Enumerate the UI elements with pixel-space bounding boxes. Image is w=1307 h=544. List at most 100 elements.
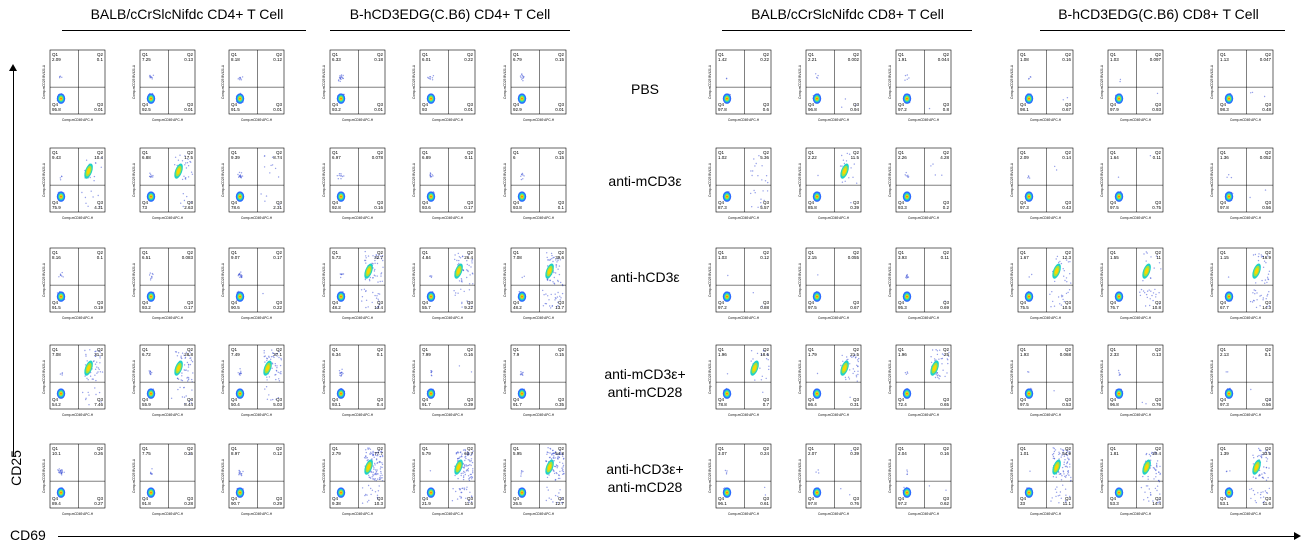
quadrant-value: 0.6	[763, 107, 770, 112]
quadrant-label: Q2	[276, 150, 283, 155]
density-core	[1228, 97, 1230, 100]
event-dot	[81, 191, 83, 194]
density-cluster	[176, 168, 181, 175]
quadrant-label: Q1	[422, 150, 429, 155]
event-dot	[365, 262, 367, 264]
quadrant-value: 0.13	[184, 57, 193, 62]
panel-y-axis-label: Comp-mCD25 BV421-A	[322, 262, 326, 297]
event-dot	[238, 171, 241, 174]
event-dot	[84, 196, 87, 199]
quadrant-value: 2.63	[184, 205, 193, 210]
event-dot	[59, 76, 61, 78]
quadrant-value: 93.3	[898, 205, 907, 210]
quadrant-label: Q2	[1065, 52, 1072, 57]
event-dot	[264, 155, 266, 157]
event-dot	[904, 174, 906, 176]
event-dot	[520, 178, 523, 181]
event-dot	[1149, 155, 1152, 157]
event-dot	[365, 299, 368, 301]
quadrant-value: 0.01	[184, 107, 193, 112]
event-dot	[841, 154, 843, 157]
event-dot	[379, 280, 381, 283]
density-core	[430, 195, 432, 198]
event-dot	[183, 199, 186, 202]
quadrant-value: 0.8	[943, 107, 950, 112]
event-dot	[460, 278, 463, 280]
event-dot	[468, 302, 471, 304]
panel-y-axis-label: Comp-mCD25 BV421-A	[132, 162, 136, 197]
panel-y-axis-label: Comp-mCD25 BV421-A	[412, 262, 416, 297]
event-dot	[59, 273, 62, 275]
event-dot	[373, 274, 375, 276]
event-dot	[522, 174, 524, 176]
event-dot	[751, 174, 753, 177]
panel-x-axis-label: Comp-mCD69 APC-H	[241, 216, 273, 220]
event-dot	[365, 290, 367, 292]
density-core	[726, 195, 728, 198]
event-dot	[368, 278, 371, 281]
quadrant-label: Q3	[1265, 102, 1272, 107]
event-dot	[93, 180, 95, 182]
event-dot	[904, 79, 906, 81]
quadrant-value: 0.15	[555, 155, 564, 160]
quadrant-label: Q2	[853, 150, 860, 155]
event-dot	[429, 275, 432, 277]
event-dot	[342, 273, 345, 275]
event-dot	[374, 262, 376, 264]
panel-x-axis-label: Comp-mCD69 APC-H	[1230, 118, 1262, 122]
event-dot	[237, 78, 239, 80]
quadrant-label: Q4	[513, 102, 520, 107]
event-dot	[265, 195, 268, 197]
panel-x-axis-label: Comp-mCD69 APC-H	[818, 216, 850, 220]
density-core	[521, 195, 523, 198]
quadrant-label: Q3	[377, 200, 384, 205]
event-dot	[151, 76, 153, 79]
event-dot	[841, 106, 843, 108]
quadrant-label: Q4	[332, 300, 339, 305]
panel-x-axis-label: Comp-mCD69 APC-H	[152, 316, 184, 320]
event-dot	[559, 295, 561, 297]
event-dot	[1119, 80, 1121, 83]
quadrant-label: Q1	[1220, 52, 1227, 57]
event-dot	[754, 165, 756, 167]
density-core	[239, 295, 241, 298]
event-dot	[263, 166, 266, 168]
quadrant-value: 97.2	[898, 107, 907, 112]
event-dot	[149, 74, 151, 77]
event-dot	[100, 157, 103, 159]
event-dot	[466, 300, 468, 302]
event-dot	[430, 276, 433, 279]
quadrant-label: Q2	[853, 52, 860, 57]
event-dot	[934, 174, 936, 176]
quadrant-label: Q2	[558, 52, 565, 57]
quadrant-label: Q4	[231, 200, 238, 205]
event-dot	[1249, 196, 1251, 199]
event-dot	[279, 204, 281, 206]
density-cluster	[842, 168, 847, 175]
event-dot	[1029, 76, 1032, 78]
event-dot	[378, 293, 381, 295]
event-dot	[367, 255, 370, 257]
event-dot	[374, 259, 376, 262]
event-dot	[377, 281, 379, 283]
event-dot	[546, 256, 548, 259]
event-dot	[557, 279, 559, 282]
y-axis-arrowhead	[9, 64, 17, 71]
panel-x-axis-label: Comp-mCD69 APC-H	[908, 118, 940, 122]
quadrant-value: 91.5	[52, 305, 61, 310]
event-dot	[556, 296, 559, 298]
event-dot	[182, 205, 184, 208]
event-dot	[755, 162, 757, 165]
density-cluster	[366, 268, 371, 275]
event-dot	[342, 74, 344, 77]
quadrant-value: 90.5	[231, 305, 240, 310]
quadrant-value: 2.09	[52, 57, 61, 62]
event-dot	[520, 175, 522, 177]
event-dot	[461, 306, 463, 308]
panel-y-axis-label: Comp-mCD25 BV421-A	[322, 162, 326, 197]
